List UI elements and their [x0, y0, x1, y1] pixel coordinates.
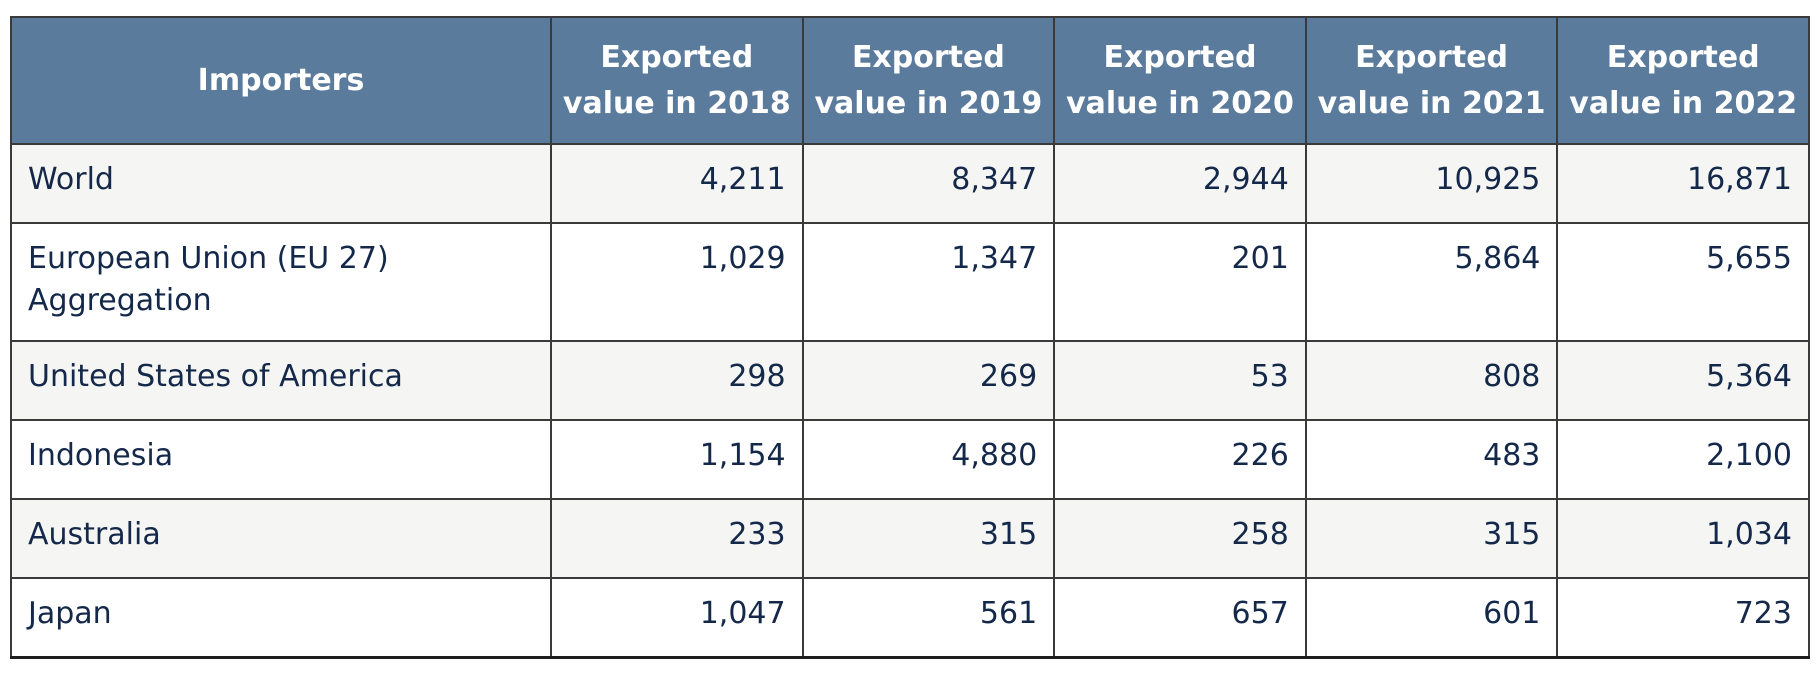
value-cell: 561 — [801, 577, 1056, 658]
header-exported-2022: Exported value in 2022 — [1556, 16, 1810, 145]
value-cell: 258 — [1053, 498, 1307, 579]
value-cell: 601 — [1304, 577, 1559, 658]
header-exported-2018: Exported value in 2018 — [550, 16, 804, 145]
importer-name: Japan — [10, 577, 552, 658]
importer-name: Australia — [10, 498, 552, 579]
value-cell: 10,925 — [1304, 143, 1559, 224]
value-cell: 269 — [801, 340, 1056, 421]
importer-name: World — [10, 143, 552, 224]
header-exported-2020: Exported value in 2020 — [1053, 16, 1307, 145]
value-cell: 226 — [1053, 419, 1307, 500]
value-cell: 1,047 — [550, 577, 804, 658]
value-cell: 1,029 — [550, 222, 804, 342]
value-cell: 2,100 — [1556, 419, 1810, 500]
value-cell: 4,211 — [550, 143, 804, 224]
value-cell: 16,871 — [1556, 143, 1810, 224]
value-cell: 808 — [1304, 340, 1559, 421]
value-cell: 5,364 — [1556, 340, 1810, 421]
importer-name: European Union (EU 27) Aggregation — [10, 222, 552, 342]
table-header: Importers Exported value in 2018 Exported… — [10, 16, 1810, 145]
exports-table: Importers Exported value in 2018 Exported… — [10, 16, 1810, 659]
value-cell: 657 — [1053, 577, 1307, 658]
header-row: Importers Exported value in 2018 Exported… — [10, 16, 1810, 145]
table-row: European Union (EU 27) Aggregation 1,029… — [10, 222, 1810, 342]
value-cell: 53 — [1053, 340, 1307, 421]
value-cell: 315 — [1304, 498, 1559, 579]
value-cell: 1,347 — [801, 222, 1056, 342]
value-cell: 4,880 — [801, 419, 1056, 500]
value-cell: 201 — [1053, 222, 1307, 342]
table-row: Japan 1,047 561 657 601 723 — [10, 577, 1810, 658]
value-cell: 5,864 — [1304, 222, 1559, 342]
table-row: United States of America 298 269 53 808 … — [10, 340, 1810, 421]
header-exported-2019: Exported value in 2019 — [801, 16, 1056, 145]
table-row: Indonesia 1,154 4,880 226 483 2,100 — [10, 419, 1810, 500]
value-cell: 483 — [1304, 419, 1559, 500]
value-cell: 315 — [801, 498, 1056, 579]
value-cell: 233 — [550, 498, 804, 579]
importer-name: United States of America — [10, 340, 552, 421]
header-exported-2021: Exported value in 2021 — [1304, 16, 1559, 145]
value-cell: 8,347 — [801, 143, 1056, 224]
value-cell: 2,944 — [1053, 143, 1307, 224]
table-row: World 4,211 8,347 2,944 10,925 16,871 — [10, 143, 1810, 224]
value-cell: 723 — [1556, 577, 1810, 658]
table-row: Australia 233 315 258 315 1,034 — [10, 498, 1810, 579]
value-cell: 5,655 — [1556, 222, 1810, 342]
value-cell: 298 — [550, 340, 804, 421]
importer-name: Indonesia — [10, 419, 552, 500]
table-body: World 4,211 8,347 2,944 10,925 16,871 Eu… — [10, 143, 1810, 658]
value-cell: 1,154 — [550, 419, 804, 500]
header-importers: Importers — [10, 16, 552, 145]
exports-table-container: Importers Exported value in 2018 Exported… — [10, 16, 1810, 659]
value-cell: 1,034 — [1556, 498, 1810, 579]
